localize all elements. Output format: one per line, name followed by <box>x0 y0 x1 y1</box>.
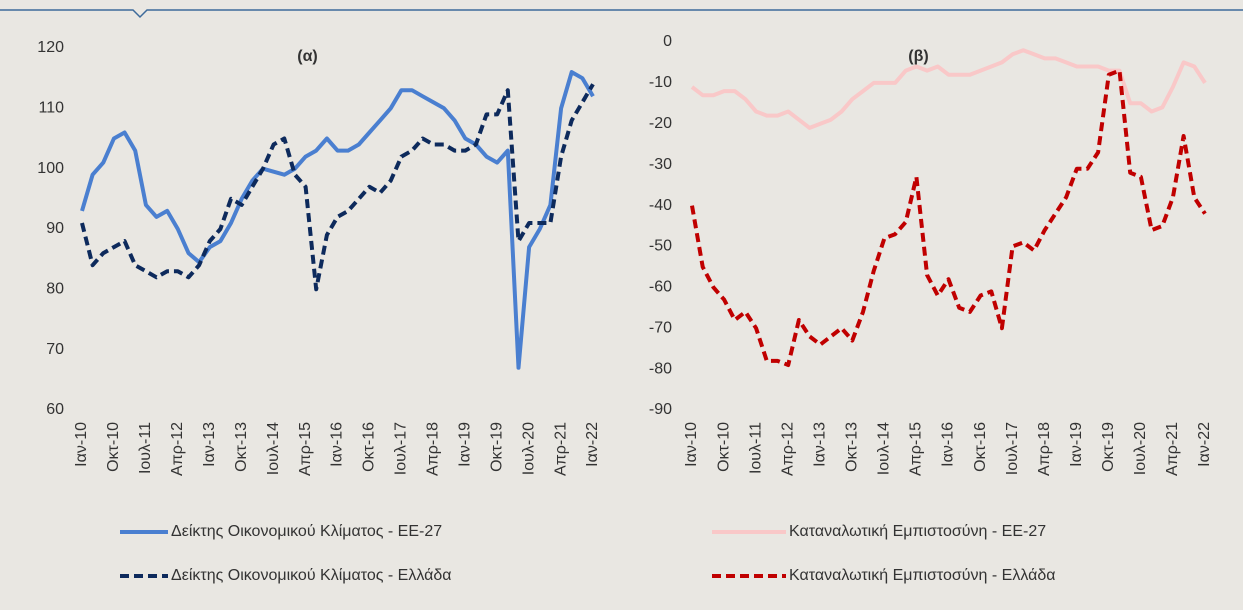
data-line <box>690 68 1207 367</box>
x-tick-label: Ιουλ-11 <box>747 422 764 474</box>
x-tick-label: Απρ-12 <box>169 422 186 476</box>
y-tick-label: -30 <box>649 156 672 173</box>
y-tick-label: 60 <box>46 401 64 418</box>
y-tick-label: 110 <box>38 100 64 117</box>
x-tick-label: Ιαν-19 <box>456 422 473 467</box>
data-line <box>690 48 1207 130</box>
y-tick-label: 70 <box>46 341 64 358</box>
x-tick-label: Απρ-15 <box>297 422 314 476</box>
x-tick-label: Ιαν-13 <box>811 422 828 467</box>
x-tick-label: Ιουλ-17 <box>1004 422 1021 475</box>
x-tick-label: Οκτ-13 <box>233 422 250 472</box>
y-tick-label: 80 <box>46 281 64 298</box>
chart-title: (β) <box>908 48 928 65</box>
x-tick-label: Ιουλ-14 <box>876 422 893 475</box>
x-tick-label: Απρ-15 <box>908 422 925 476</box>
x-tick-label: Ιαν-22 <box>584 422 601 467</box>
y-tick-label: -50 <box>649 238 672 255</box>
y-tick-label: 0 <box>663 33 672 50</box>
x-tick-label: Απρ-21 <box>1164 422 1181 476</box>
x-tick-label: Ιαν-10 <box>73 422 90 467</box>
y-tick-label: 120 <box>37 39 64 56</box>
y-tick-label: -20 <box>649 115 672 132</box>
x-tick-label: Απρ-12 <box>779 422 796 476</box>
y-tick-label: 90 <box>46 220 64 237</box>
x-tick-label: Ιαν-10 <box>683 422 700 467</box>
x-tick-label: Οκτ-13 <box>844 422 861 472</box>
chart-title: (α) <box>297 48 318 65</box>
x-tick-label: Ιαν-16 <box>329 422 346 467</box>
x-tick-label: Οκτ-19 <box>488 422 505 472</box>
y-tick-label: 100 <box>37 160 64 177</box>
x-tick-label: Απρ-21 <box>552 422 569 476</box>
data-line <box>80 83 595 292</box>
y-tick-label: -10 <box>649 74 672 91</box>
legend-label: Δείκτης Οικονομικού Κλίματος - ΕΕ-27 <box>171 523 442 540</box>
x-tick-label: Απρ-18 <box>1036 422 1053 476</box>
x-tick-label: Οκτ-10 <box>105 422 122 472</box>
y-tick-label: -90 <box>649 401 672 418</box>
x-tick-label: Ιουλ-20 <box>1132 422 1149 475</box>
data-line <box>80 70 595 370</box>
x-tick-label: Ιαν-16 <box>940 422 957 467</box>
x-tick-label: Οκτ-19 <box>1100 422 1117 472</box>
y-tick-label: -40 <box>649 197 672 214</box>
x-tick-label: Ιουλ-20 <box>520 422 537 475</box>
x-tick-label: Ιουλ-17 <box>393 422 410 475</box>
x-tick-label: Ιαν-13 <box>201 422 218 467</box>
x-tick-label: Ιουλ-14 <box>265 422 282 475</box>
x-tick-label: Οκτ-16 <box>361 422 378 472</box>
x-tick-label: Ιαν-22 <box>1196 422 1213 467</box>
y-tick-label: -80 <box>649 360 672 377</box>
x-tick-label: Απρ-18 <box>425 422 442 476</box>
top-rule <box>0 9 1243 19</box>
x-tick-label: Οκτ-10 <box>715 422 732 472</box>
legend-label: Καταναλωτική Εμπιστοσύνη - Ελλάδα <box>789 567 1056 584</box>
y-tick-label: -60 <box>649 279 672 296</box>
x-tick-label: Οκτ-16 <box>972 422 989 472</box>
x-tick-label: Ιουλ-11 <box>137 422 154 474</box>
legend-label: Δείκτης Οικονομικού Κλίματος - Ελλάδα <box>171 567 451 584</box>
legend-label: Καταναλωτική Εμπιστοσύνη - ΕΕ-27 <box>789 523 1046 540</box>
x-tick-label: Ιαν-19 <box>1068 422 1085 467</box>
y-tick-label: -70 <box>649 319 672 336</box>
